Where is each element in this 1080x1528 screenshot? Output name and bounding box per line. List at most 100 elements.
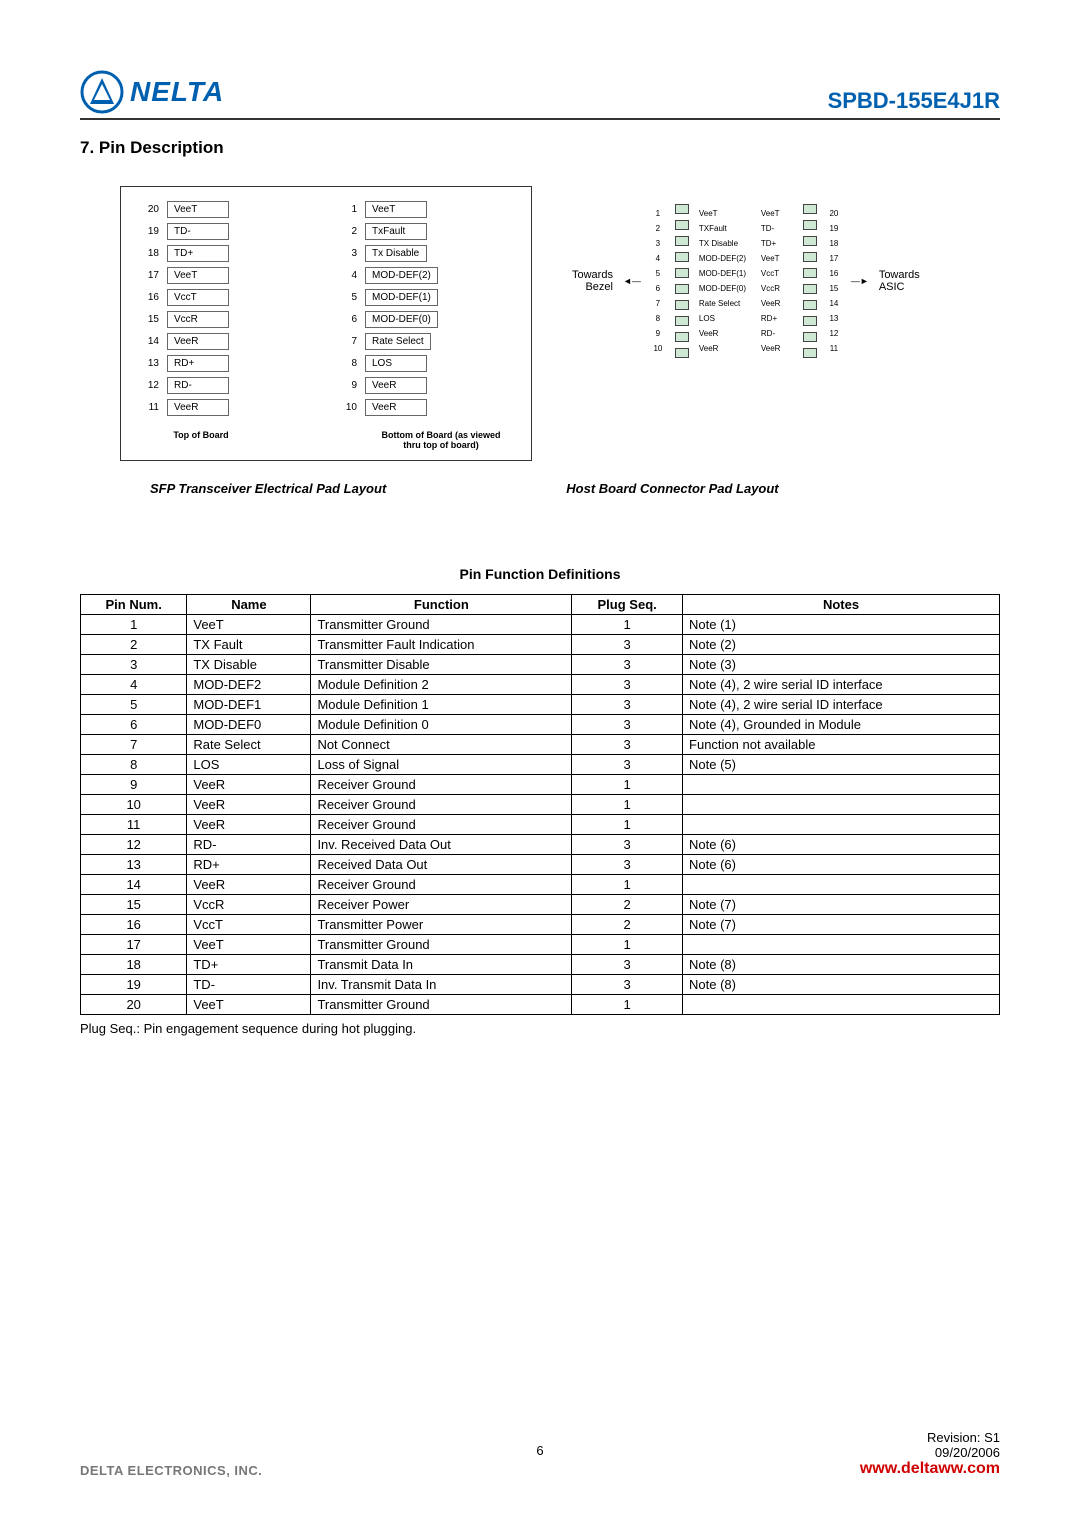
cell-plugseq: 1 <box>572 815 683 835</box>
host-num: 13 <box>827 314 841 323</box>
pad-num: 2 <box>339 226 357 237</box>
host-num: 2 <box>651 224 665 233</box>
pad-label: VeeR <box>167 333 229 350</box>
arrow-left-icon: ◄— <box>623 276 641 286</box>
bottom-of-board-col: 1 VeeT 2 TxFault 3 Tx Disable 4 MOD-DEF(… <box>339 201 438 416</box>
host-pad <box>675 252 689 262</box>
pad-row: 17 VeeT <box>141 267 229 284</box>
cell-function: Received Data Out <box>311 855 572 875</box>
cell-pinnum: 1 <box>81 615 187 635</box>
pad-num: 18 <box>141 248 159 259</box>
cell-plugseq: 1 <box>572 615 683 635</box>
pad-row: 5 MOD-DEF(1) <box>339 289 438 306</box>
cell-function: Loss of Signal <box>311 755 572 775</box>
table-title: Pin Function Definitions <box>80 566 1000 582</box>
pad-num: 14 <box>141 336 159 347</box>
revision-text: Revision: S1 <box>860 1430 1000 1445</box>
cell-name: LOS <box>187 755 311 775</box>
host-left-labels: VeeTTXFaultTX DisableMOD-DEF(2)MOD-DEF(1… <box>699 209 751 353</box>
pad-num: 19 <box>141 226 159 237</box>
cell-function: Transmitter Fault Indication <box>311 635 572 655</box>
host-pad <box>803 204 817 214</box>
host-num: 9 <box>651 329 665 338</box>
part-number: SPBD-155E4J1R <box>828 88 1000 114</box>
cell-pinnum: 14 <box>81 875 187 895</box>
cell-notes: Note (4), 2 wire serial ID interface <box>683 675 1000 695</box>
host-pad <box>803 332 817 342</box>
table-row: 13 RD+ Received Data Out 3 Note (6) <box>81 855 1000 875</box>
host-num: 16 <box>827 269 841 278</box>
table-row: 20 VeeT Transmitter Ground 1 <box>81 995 1000 1015</box>
revision-block: Revision: S1 09/20/2006 www.deltaww.com <box>860 1430 1000 1478</box>
cell-function: Transmitter Ground <box>311 995 572 1015</box>
table-body: 1 VeeT Transmitter Ground 1 Note (1) 2 T… <box>81 615 1000 1015</box>
pad-row: 6 MOD-DEF(0) <box>339 311 438 328</box>
cell-notes: Note (6) <box>683 855 1000 875</box>
cell-name: Rate Select <box>187 735 311 755</box>
cell-plugseq: 3 <box>572 715 683 735</box>
page-header: NELTA SPBD-155E4J1R <box>80 70 1000 120</box>
host-pad <box>675 236 689 246</box>
cell-name: VeeR <box>187 795 311 815</box>
pad-label: TD- <box>167 223 229 240</box>
pad-num: 9 <box>339 380 357 391</box>
table-header-cell: Notes <box>683 595 1000 615</box>
cell-plugseq: 3 <box>572 855 683 875</box>
host-label: Rate Select <box>699 299 751 308</box>
table-row: 4 MOD-DEF2 Module Definition 2 3 Note (4… <box>81 675 1000 695</box>
pad-num: 13 <box>141 358 159 369</box>
pad-row: 1 VeeT <box>339 201 438 218</box>
cell-notes <box>683 995 1000 1015</box>
cell-name: VccR <box>187 895 311 915</box>
host-label: RD+ <box>761 314 793 323</box>
host-num: 17 <box>827 254 841 263</box>
cell-name: VeeR <box>187 775 311 795</box>
cell-function: Transmitter Power <box>311 915 572 935</box>
cell-plugseq: 1 <box>572 775 683 795</box>
cell-name: VccT <box>187 915 311 935</box>
cell-plugseq: 3 <box>572 955 683 975</box>
pad-label: LOS <box>365 355 427 372</box>
cell-function: Module Definition 2 <box>311 675 572 695</box>
cell-name: RD- <box>187 835 311 855</box>
host-pad <box>803 300 817 310</box>
host-pad <box>803 316 817 326</box>
cell-pinnum: 12 <box>81 835 187 855</box>
page-footer: DELTA ELECTRONICS, INC. Revision: S1 09/… <box>80 1430 1000 1478</box>
host-label: VeeR <box>699 344 751 353</box>
pad-num: 3 <box>339 248 357 259</box>
cell-function: Module Definition 1 <box>311 695 572 715</box>
pad-row: 16 VccT <box>141 289 229 306</box>
caption-right: Host Board Connector Pad Layout <box>566 481 778 496</box>
pad-label: VccT <box>167 289 229 306</box>
table-row: 6 MOD-DEF0 Module Definition 0 3 Note (4… <box>81 715 1000 735</box>
host-num: 4 <box>651 254 665 263</box>
cell-pinnum: 19 <box>81 975 187 995</box>
host-num: 1 <box>651 209 665 218</box>
cell-plugseq: 2 <box>572 895 683 915</box>
logo: NELTA <box>80 70 224 114</box>
host-num: 15 <box>827 284 841 293</box>
cell-pinnum: 17 <box>81 935 187 955</box>
top-board-label: Top of Board <box>141 430 261 450</box>
pad-label: TD+ <box>167 245 229 262</box>
host-num: 20 <box>827 209 841 218</box>
cell-pinnum: 6 <box>81 715 187 735</box>
table-row: 2 TX Fault Transmitter Fault Indication … <box>81 635 1000 655</box>
table-header-cell: Name <box>187 595 311 615</box>
host-label: TD- <box>761 224 793 233</box>
pad-row: 7 Rate Select <box>339 333 438 350</box>
host-pad <box>675 332 689 342</box>
top-of-board-col: 20 VeeT 19 TD- 18 TD+ 17 VeeT 16 VccT 15… <box>141 201 229 416</box>
cell-notes <box>683 815 1000 835</box>
cell-plugseq: 1 <box>572 875 683 895</box>
delta-logo-icon <box>80 70 124 114</box>
cell-plugseq: 1 <box>572 795 683 815</box>
host-num: 10 <box>651 344 665 353</box>
table-row: 18 TD+ Transmit Data In 3 Note (8) <box>81 955 1000 975</box>
table-header-cell: Pin Num. <box>81 595 187 615</box>
host-left-pads <box>675 204 689 358</box>
table-row: 7 Rate Select Not Connect 3 Function not… <box>81 735 1000 755</box>
section-title: 7. Pin Description <box>80 138 1000 158</box>
host-num: 11 <box>827 344 841 353</box>
